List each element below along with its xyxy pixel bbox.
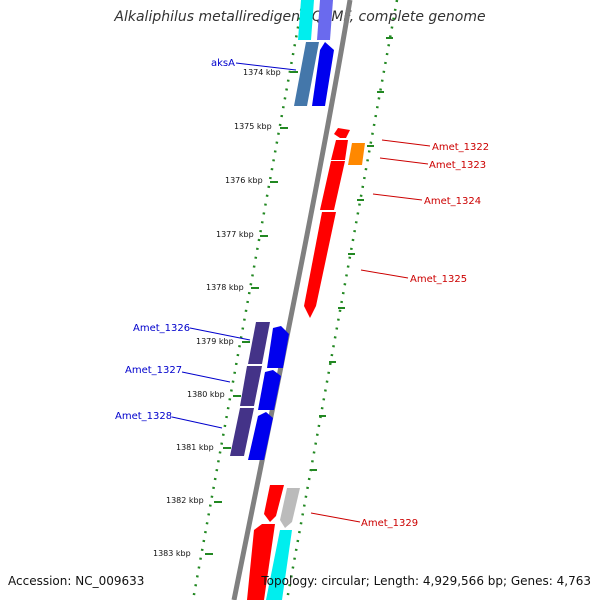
kbp-label: 1383 kbp (153, 549, 191, 558)
gene-amet-1323-red (331, 140, 348, 160)
gene-label-amet-1323[interactable]: Amet_1323 (429, 160, 486, 171)
gene-label-amet-1322[interactable]: Amet_1322 (432, 142, 489, 153)
gene-amet-1329 (264, 485, 284, 522)
gene-amet-1322 (334, 128, 350, 138)
kbp-label: 1374 kbp (243, 68, 281, 77)
gene-label-amet-1324[interactable]: Amet_1324 (424, 196, 481, 207)
left-leader-lines (171, 62, 297, 429)
gene-label-amet-1325[interactable]: Amet_1325 (410, 274, 467, 285)
outer-tick-marks (310, 37, 393, 471)
gene-block-left-2 (230, 322, 289, 460)
kbp-tick-marks (205, 71, 298, 555)
kbp-label: 1382 kbp (166, 496, 204, 505)
gene-amet-1324 (320, 161, 345, 210)
accession-text: Accession: NC_009633 (8, 574, 145, 588)
gene-amet-1323 (348, 143, 365, 165)
kbp-label: 1375 kbp (234, 122, 272, 131)
gene-block-aksA (294, 0, 334, 106)
kbp-label: 1381 kbp (176, 443, 214, 452)
kbp-labels: 1374 kbp 1375 kbp 1376 kbp 1377 kbp 1378… (153, 68, 281, 558)
gene-block-right-1 (304, 128, 365, 318)
right-leader-lines (310, 139, 431, 523)
gene-label-amet-1328[interactable]: Amet_1328 (115, 411, 172, 422)
kbp-label: 1378 kbp (206, 283, 244, 292)
gene-label-amet-1326[interactable]: Amet_1326 (133, 323, 190, 334)
gene-amet-1325 (304, 212, 336, 318)
genome-summary-text: Topology: circular; Length: 4,929,566 bp… (261, 574, 591, 588)
gene-label-amet-1329[interactable]: Amet_1329 (361, 518, 418, 529)
gene-label-amet-1327[interactable]: Amet_1327 (125, 365, 182, 376)
kbp-label: 1376 kbp (225, 176, 263, 185)
gene-block-bottom (247, 485, 300, 600)
kbp-label: 1380 kbp (187, 390, 225, 399)
genome-backbone (231, 0, 353, 600)
kbp-label: 1377 kbp (216, 230, 254, 239)
kbp-label: 1379 kbp (196, 337, 234, 346)
gene-label-aksA[interactable]: aksA (211, 58, 235, 69)
